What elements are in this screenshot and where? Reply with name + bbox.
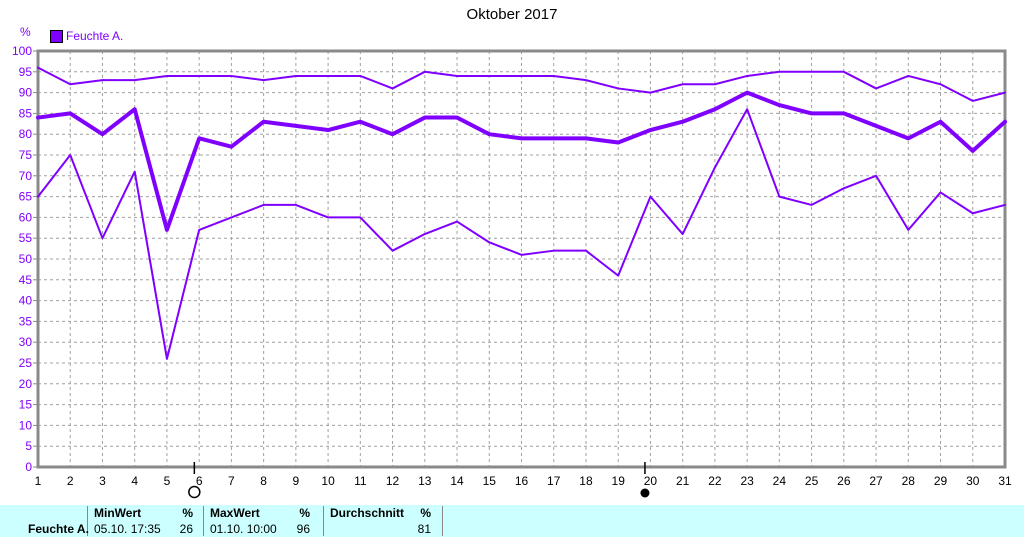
x-axis-day-label: 7: [228, 474, 235, 488]
x-axis-day-label: 2: [67, 474, 74, 488]
x-axis-day-label: 6: [196, 474, 203, 488]
x-axis-day-label: 12: [386, 474, 400, 488]
table-separator: [203, 506, 204, 536]
x-axis-day-label: 9: [293, 474, 300, 488]
durchschnitt-unit: %: [420, 506, 431, 520]
series-max-line: [37, 66, 1006, 102]
table-separator: [87, 506, 88, 536]
y-axis-unit-label: %: [20, 25, 31, 39]
y-axis-tick-label: 60: [19, 210, 33, 224]
x-axis-day-label: 26: [837, 474, 851, 488]
y-axis-tick-label: 80: [19, 127, 33, 141]
x-axis-day-label: 23: [740, 474, 754, 488]
legend-series-label: Feuchte A.: [66, 29, 124, 43]
minwert-timestamp: 05.10. 17:35: [94, 522, 161, 536]
x-axis-day-label: 30: [966, 474, 980, 488]
series-min-line: [37, 108, 1006, 360]
x-axis-day-label: 13: [418, 474, 432, 488]
y-axis-tick-label: 55: [19, 231, 33, 245]
y-axis-tick-label: 0: [25, 460, 32, 474]
durchschnitt-header: Durchschnitt: [330, 506, 405, 520]
chart-title: Oktober 2017: [466, 6, 558, 23]
summary-table: Feuchte A. MinWert % 05.10. 17:35 26 Max…: [0, 505, 1024, 537]
y-axis-tick-label: 40: [19, 294, 33, 308]
x-axis-day-label: 14: [450, 474, 464, 488]
x-axis-day-label: 15: [483, 474, 497, 488]
maxwert-unit: %: [299, 506, 310, 520]
x-axis-day-label: 18: [579, 474, 593, 488]
y-axis-tick-label: 15: [19, 398, 33, 412]
maxwert-header: MaxWert: [210, 506, 260, 520]
y-axis-tick-label: 90: [19, 86, 33, 100]
x-axis-day-label: 27: [869, 474, 883, 488]
x-axis-day-label: 19: [612, 474, 626, 488]
y-axis-tick-label: 75: [19, 148, 33, 162]
y-axis-tick-label: 5: [25, 439, 32, 453]
x-axis-day-label: 5: [164, 474, 171, 488]
x-axis-day-label: 3: [99, 474, 106, 488]
y-axis-tick-label: 70: [19, 169, 33, 183]
y-axis-tick-label: 30: [19, 335, 33, 349]
x-axis-day-label: 1: [35, 474, 42, 488]
y-axis-tick-label: 50: [19, 252, 33, 266]
x-axis-day-label: 8: [260, 474, 267, 488]
table-series-label: Feuchte A.: [28, 522, 89, 536]
chart-plot-area: 0510152025303540455055606570758085909510…: [12, 44, 1012, 499]
series-mittel-line: [36, 90, 1007, 232]
y-axis-tick-label: 10: [19, 418, 33, 432]
y-axis-tick-label: 35: [19, 314, 33, 328]
filled-circle-marker: [640, 488, 650, 498]
x-axis-day-label: 4: [131, 474, 138, 488]
maxwert-timestamp: 01.10. 10:00: [210, 522, 277, 536]
open-circle-marker: [188, 485, 201, 499]
x-axis-day-label: 10: [321, 474, 335, 488]
x-axis-day-label: 16: [515, 474, 529, 488]
x-axis-day-label: 11: [354, 474, 367, 488]
y-axis-tick-label: 100: [12, 44, 32, 58]
y-axis-tick-label: 95: [19, 65, 33, 79]
x-axis-day-label: 20: [644, 474, 658, 488]
table-separator: [323, 506, 324, 536]
y-axis-tick-label: 85: [19, 106, 33, 120]
y-axis-tick-label: 25: [19, 356, 33, 370]
x-axis-day-label: 28: [902, 474, 916, 488]
minwert-header: MinWert: [94, 506, 142, 520]
x-axis-day-label: 24: [773, 474, 787, 488]
x-axis-day-label: 21: [676, 474, 690, 488]
x-axis-day-label: 31: [998, 474, 1012, 488]
durchschnitt-value: 81: [417, 522, 431, 536]
maxwert-value: 96: [296, 522, 310, 536]
y-axis-tick-label: 65: [19, 190, 33, 204]
x-axis-day-label: 29: [934, 474, 948, 488]
x-axis-day-label: 22: [708, 474, 722, 488]
y-axis-tick-label: 45: [19, 273, 33, 287]
x-axis-day-label: 25: [805, 474, 819, 488]
x-axis-day-label: 17: [547, 474, 561, 488]
minwert-unit: %: [182, 506, 193, 520]
y-axis-tick-label: 20: [19, 377, 33, 391]
table-separator: [442, 506, 443, 536]
minwert-value: 26: [179, 522, 193, 536]
legend-color-swatch-icon: [50, 30, 63, 43]
